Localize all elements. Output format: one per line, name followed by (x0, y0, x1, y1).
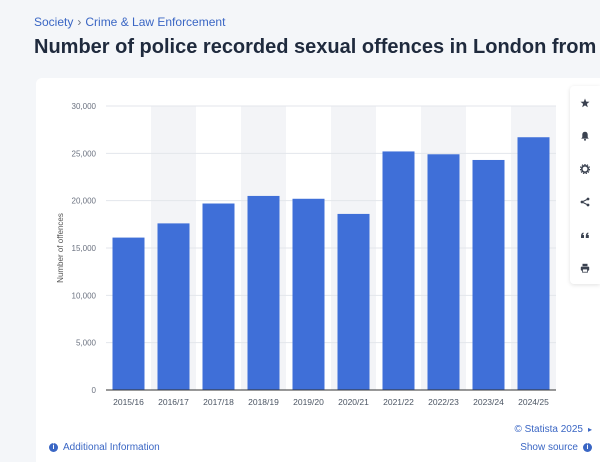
copyright-link[interactable]: © Statista 2025 ▸ (366, 424, 592, 435)
x-tick-label: 2015/16 (113, 397, 144, 407)
x-tick-label: 2018/19 (248, 397, 279, 407)
bell-icon (581, 131, 589, 141)
cite-button[interactable] (570, 218, 600, 251)
breadcrumb-separator: › (77, 15, 82, 29)
show-source-label: Show source (520, 442, 578, 453)
x-tick-label: 2024/25 (518, 397, 549, 407)
additional-information-link[interactable]: i Additional Information (49, 442, 160, 453)
x-tick-label: 2020/21 (338, 397, 369, 407)
y-tick-label: 0 (92, 386, 97, 395)
print-icon (580, 263, 590, 273)
info-icon: i (49, 443, 58, 452)
share-button[interactable] (570, 185, 600, 218)
x-tick-label: 2019/20 (293, 397, 324, 407)
bar-2021-22[interactable] (382, 151, 415, 390)
y-tick-label: 10,000 (72, 291, 97, 300)
chart-toolbar (570, 86, 600, 284)
bar-2020-21[interactable] (337, 213, 370, 390)
bar-2015-16[interactable] (112, 237, 145, 390)
y-tick-label: 15,000 (72, 244, 97, 253)
bar-chart: 0 5,000 10,000 15,000 20,000 25,000 30,000 201… (56, 102, 556, 407)
notification-button[interactable] (570, 119, 600, 152)
bar-2023-24[interactable] (472, 159, 505, 390)
breadcrumb: Society › Crime & Law Enforcement (34, 15, 225, 29)
show-source-link[interactable]: Show source i (416, 442, 592, 453)
favorite-button[interactable] (570, 86, 600, 119)
x-tick-label: 2021/22 (383, 397, 414, 407)
print-button[interactable] (570, 251, 600, 284)
flag-icon: ▸ (587, 425, 592, 434)
bar-2024-25[interactable] (517, 137, 550, 390)
info-icon: i (583, 443, 592, 452)
y-tick-label: 30,000 (72, 102, 97, 111)
bar-2022-23[interactable] (427, 154, 460, 390)
bar-2016-17[interactable] (157, 223, 190, 390)
bar-2019-20[interactable] (292, 198, 325, 390)
y-tick-label: 5,000 (76, 339, 97, 348)
breadcrumb-society[interactable]: Society (34, 15, 74, 29)
x-tick-label: 2023/24 (473, 397, 504, 407)
bar-2017-18[interactable] (202, 203, 235, 390)
quote-icon (581, 232, 589, 238)
additional-information-label: Additional Information (63, 442, 160, 453)
settings-button[interactable] (570, 152, 600, 185)
bar-2018-19[interactable] (247, 195, 280, 390)
gear-icon (580, 163, 590, 174)
star-icon (580, 98, 590, 107)
y-axis-label: Number of offences (56, 213, 65, 283)
y-tick-label: 25,000 (72, 149, 97, 158)
chart-card: 0 5,000 10,000 15,000 20,000 25,000 30,000 201… (36, 78, 600, 462)
breadcrumb-crime[interactable]: Crime & Law Enforcement (85, 15, 226, 29)
x-tick-label: 2016/17 (158, 397, 189, 407)
x-tick-label: 2017/18 (203, 397, 234, 407)
y-tick-label: 20,000 (72, 197, 97, 206)
share-icon (580, 197, 590, 206)
copyright-text: © Statista 2025 (514, 424, 583, 435)
x-tick-label: 2022/23 (428, 397, 459, 407)
page-title: Number of police recorded sexual offence… (34, 36, 600, 58)
